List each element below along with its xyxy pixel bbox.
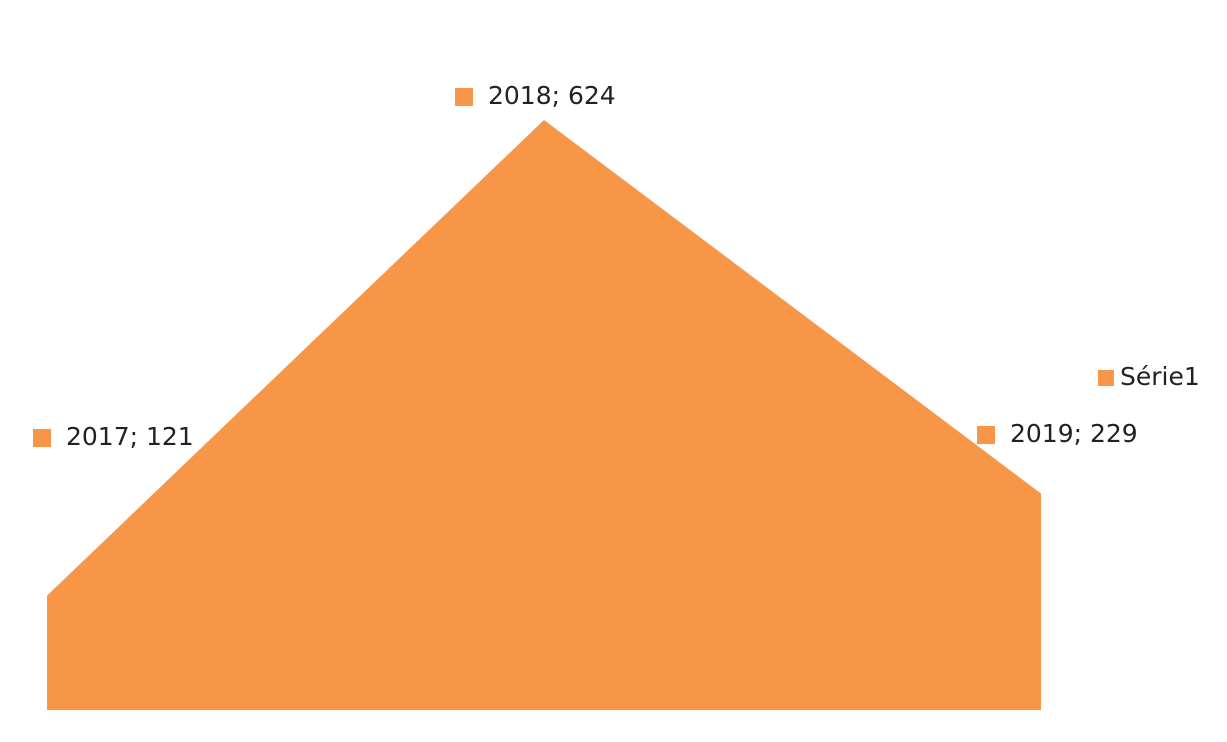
- data-label-marker: [455, 88, 473, 106]
- data-label-marker: [33, 429, 51, 447]
- area: [47, 120, 1041, 710]
- data-label: 2018; 624: [488, 81, 616, 110]
- data-label: 2019; 229: [1010, 419, 1138, 448]
- legend-label: Série1: [1120, 362, 1200, 391]
- data-label: 2017; 121: [66, 422, 194, 451]
- legend-marker: [1098, 370, 1114, 386]
- data-label-marker: [977, 426, 995, 444]
